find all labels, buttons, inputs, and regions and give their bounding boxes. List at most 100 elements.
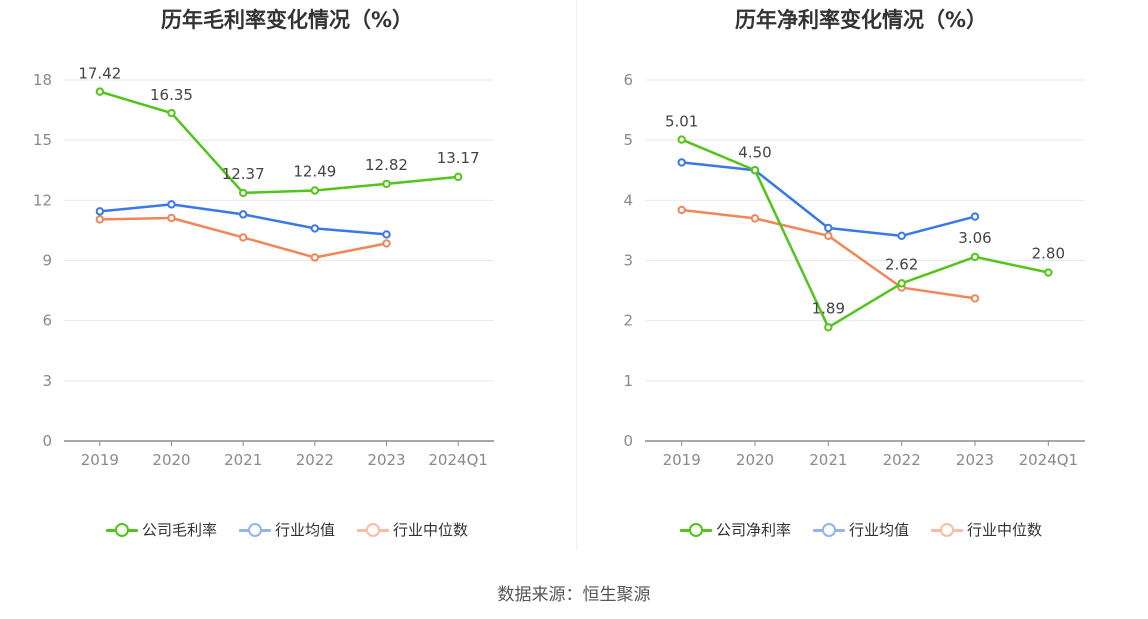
- y-tick-label: 0: [42, 432, 52, 450]
- y-tick-label: 0: [623, 432, 633, 450]
- data-point: [897, 279, 906, 288]
- y-tick-label: 15: [33, 131, 52, 149]
- y-tick-label: 6: [623, 71, 633, 89]
- legend-item-industry-median[interactable]: 行业中位数: [931, 519, 1042, 540]
- legend-item-company[interactable]: 公司净利率: [679, 519, 791, 540]
- data-label: 4.50: [738, 143, 771, 161]
- y-tick-label: 2: [623, 312, 633, 330]
- data-point: [167, 108, 176, 118]
- y-tick-label: 5: [623, 131, 633, 149]
- data-point: [970, 294, 980, 303]
- legend-label: 行业中位数: [967, 521, 1043, 539]
- x-tick-label: 2021: [809, 451, 847, 469]
- data-point: [238, 188, 248, 198]
- legend-label: 公司毛利率: [141, 521, 217, 539]
- legend-marker-icon: [105, 520, 138, 540]
- x-tick-label: 2022: [883, 451, 921, 469]
- series-line-0: [99, 90, 459, 195]
- data-label: 16.35: [150, 86, 193, 104]
- chart-legend: 公司净利率 行业均值 行业中位数: [574, 519, 1148, 540]
- data-label: 13.17: [437, 149, 480, 167]
- x-tick-label: 2019: [81, 451, 119, 469]
- legend-marker-icon: [931, 520, 963, 540]
- data-point: [1044, 268, 1053, 277]
- data-point: [750, 214, 760, 223]
- plot-area: 0 1 2 3 4 5 6 2019 2020 2021 2022 2023 2024Q1 5.01 4.5…: [623, 71, 1085, 469]
- data-point: [167, 213, 176, 223]
- data-point: [167, 200, 176, 209]
- data-point: [238, 210, 248, 219]
- y-tick-label: 6: [42, 312, 52, 330]
- chart-title: 历年净利率变化情况（%）: [734, 8, 988, 32]
- x-tick-label: 2023: [367, 451, 405, 469]
- legend-item-company[interactable]: 公司毛利率: [105, 519, 217, 540]
- data-point: [238, 233, 248, 242]
- data-point: [95, 87, 105, 96]
- y-tick-label: 1: [623, 372, 633, 390]
- data-label: 12.37: [222, 165, 265, 183]
- x-tick-label: 2020: [152, 451, 190, 469]
- x-tick-label: 2022: [296, 451, 334, 469]
- data-point: [95, 215, 105, 224]
- legend-marker-icon: [238, 520, 271, 540]
- net-margin-chart: 0 1 2 3 4 5 6 2019 2020 2021 2022 2023 2024Q1 5.01 4.5…: [623, 71, 1085, 469]
- legend-label: 行业中位数: [393, 521, 469, 539]
- data-point: [382, 179, 391, 189]
- legend-label: 公司净利率: [715, 521, 791, 539]
- data-source: 数据来源：恒生聚源: [497, 585, 651, 605]
- legend-item-industry-mean[interactable]: 行业均值: [812, 519, 909, 540]
- plot-area: 0 3 6 9 12 15 18 2019 2020 2021 2022 2023 2024Q1 17.4…: [33, 65, 494, 469]
- data-label: 3.06: [958, 229, 991, 247]
- y-tick-label: 12: [33, 191, 52, 209]
- series-line-2: [681, 208, 976, 300]
- series-line-0: [681, 138, 1049, 329]
- gross-margin-chart-panel: 历年毛利率变化情况（%） 0 3 6 9 12 15 18 2019 2020 2021 2022 2…: [0, 0, 574, 560]
- x-tick-label: 2023: [956, 451, 994, 469]
- data-point: [677, 158, 686, 167]
- data-label: 12.49: [293, 163, 336, 181]
- data-point: [382, 230, 391, 239]
- data-point: [750, 166, 760, 175]
- legend-marker-icon: [679, 520, 712, 540]
- legend-label: 行业均值: [848, 521, 909, 539]
- data-point: [310, 186, 320, 195]
- data-point: [824, 223, 833, 233]
- legend-label: 行业均值: [274, 521, 335, 539]
- y-tick-label: 3: [42, 372, 52, 390]
- data-label: 2.80: [1032, 245, 1065, 263]
- gross-margin-chart: 0 3 6 9 12 15 18 2019 2020 2021 2022 2023 2024Q1 17.4…: [33, 65, 494, 469]
- data-point: [453, 172, 463, 182]
- data-point: [677, 205, 686, 215]
- legend-marker-icon: [812, 520, 845, 540]
- net-margin-chart-panel: 历年净利率变化情况（%） 0 1 2 3 4 5 6 2019 2020 2021 2022 2023…: [574, 0, 1148, 560]
- data-point: [382, 239, 391, 248]
- legend-item-industry-median[interactable]: 行业中位数: [357, 519, 468, 540]
- data-point: [970, 252, 980, 262]
- data-point: [95, 207, 105, 216]
- data-point: [310, 253, 320, 262]
- chart-title: 历年毛利率变化情况（%）: [160, 8, 414, 32]
- y-tick-label: 18: [33, 71, 52, 89]
- chart-legend: 公司毛利率 行业均值 行业中位数: [0, 519, 574, 540]
- data-label: 1.89: [812, 299, 845, 317]
- panel-divider: [576, 0, 577, 550]
- x-tick-label: 2021: [224, 451, 262, 469]
- x-tick-label: 2024Q1: [1019, 451, 1079, 469]
- data-point: [310, 224, 320, 233]
- legend-item-industry-mean[interactable]: 行业均值: [238, 519, 335, 540]
- data-point: [677, 135, 686, 144]
- y-tick-label: 9: [42, 252, 52, 270]
- data-point: [824, 323, 833, 332]
- data-label: 17.42: [78, 65, 121, 83]
- x-tick-label: 2019: [663, 451, 701, 469]
- data-label: 12.82: [365, 156, 408, 174]
- data-point: [824, 231, 833, 241]
- x-tick-label: 2024Q1: [428, 451, 488, 469]
- data-label: 5.01: [665, 113, 698, 131]
- data-label: 2.62: [885, 255, 918, 273]
- legend-marker-icon: [357, 520, 389, 540]
- data-point: [897, 231, 906, 241]
- y-tick-label: 4: [623, 191, 633, 209]
- data-point: [970, 212, 980, 221]
- y-tick-label: 3: [623, 252, 633, 270]
